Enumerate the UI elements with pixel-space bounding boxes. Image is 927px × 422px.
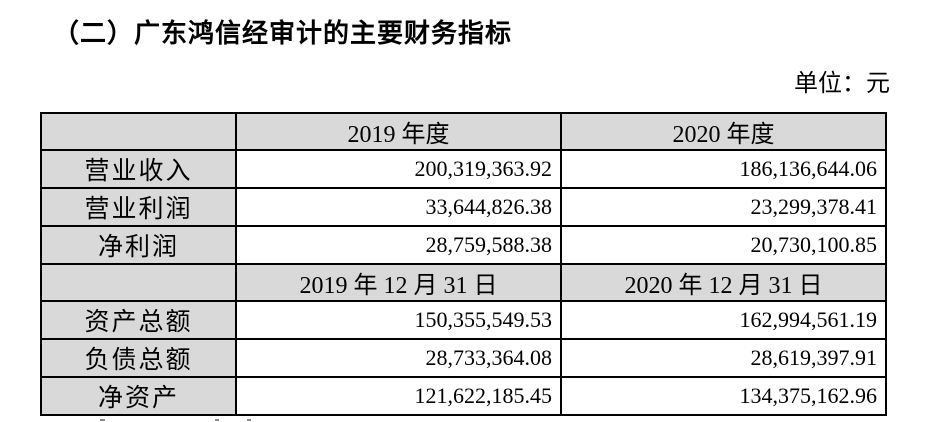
- operating-profit-2020-value: 23,299,378.41: [560, 187, 887, 227]
- financial-indicators-table: 2019 年度 2020 年度 营业收入 200,319,363.92 186,…: [40, 112, 887, 416]
- date-header-row: 2019 年 12 月 31 日 2020 年 12 月 31 日: [40, 263, 887, 302]
- corner-cell-2: [40, 263, 237, 302]
- date-header-2020: 2020 年 12 月 31 日: [560, 263, 887, 302]
- operating-profit-2019-value: 33,644,826.38: [235, 187, 562, 227]
- table-row-net-assets: 净资产 121,622,185.45 134,375,162.96: [40, 376, 887, 416]
- date-header-2019: 2019 年 12 月 31 日: [235, 263, 562, 302]
- row-label-net-profit: 净利润: [40, 225, 237, 265]
- table-row-net-profit: 净利润 28,759,588.38 20,730,100.85: [40, 225, 887, 265]
- total-assets-2020-value: 162,994,561.19: [560, 300, 887, 340]
- row-label-operating-profit: 营业利润: [40, 187, 237, 227]
- net-assets-2020-value: 134,375,162.96: [560, 376, 887, 416]
- section-title: （二）广东鸿信经审计的主要财务指标: [53, 19, 513, 48]
- revenue-2020-value: 186,136,644.06: [560, 149, 887, 189]
- row-label-revenue: 营业收入: [40, 149, 237, 189]
- cropped-next-line-remnant: [247, 419, 251, 421]
- net-profit-2019-value: 28,759,588.38: [235, 225, 562, 265]
- net-profit-2020-value: 20,730,100.85: [560, 225, 887, 265]
- cropped-next-line-remnant: [100, 419, 105, 421]
- total-liabilities-2019-value: 28,733,364.08: [235, 338, 562, 378]
- unit-label: 单位：元: [794, 71, 890, 97]
- cropped-next-line-remnant: [215, 419, 219, 421]
- row-label-total-assets: 资产总额: [40, 300, 237, 340]
- period-header-row: 2019 年度 2020 年度: [40, 112, 887, 151]
- table-row-operating-profit: 营业利润 33,644,826.38 23,299,378.41: [40, 187, 887, 227]
- corner-cell: [40, 112, 237, 151]
- period-header-2020: 2020 年度: [560, 112, 887, 151]
- total-liabilities-2020-value: 28,619,397.91: [560, 338, 887, 378]
- row-label-net-assets: 净资产: [40, 376, 237, 416]
- table-row-total-assets: 资产总额 150,355,549.53 162,994,561.19: [40, 300, 887, 340]
- row-label-total-liabilities: 负债总额: [40, 338, 237, 378]
- period-header-2019: 2019 年度: [235, 112, 562, 151]
- revenue-2019-value: 200,319,363.92: [235, 149, 562, 189]
- net-assets-2019-value: 121,622,185.45: [235, 376, 562, 416]
- table-row-total-liabilities: 负债总额 28,733,364.08 28,619,397.91: [40, 338, 887, 378]
- table-row-revenue: 营业收入 200,319,363.92 186,136,644.06: [40, 149, 887, 189]
- total-assets-2019-value: 150,355,549.53: [235, 300, 562, 340]
